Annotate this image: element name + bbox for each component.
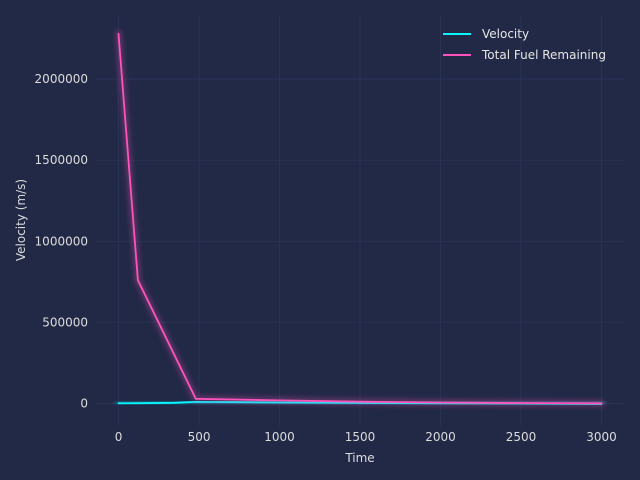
y-tick-label: 0 [80, 396, 88, 410]
y-axis-label: Velocity (m/s) [14, 179, 28, 261]
legend-item: Velocity [443, 27, 529, 41]
x-tick-label: 3000 [586, 430, 617, 444]
series-line-total-fuel-remaining [117, 32, 603, 405]
legend-item: Total Fuel Remaining [443, 48, 606, 62]
y-tick-label: 2000000 [35, 72, 88, 86]
y-tick-label: 1000000 [35, 234, 88, 248]
legend: Velocity Total Fuel Remaining [443, 27, 606, 62]
legend-label: Total Fuel Remaining [481, 48, 606, 62]
x-tick-label: 0 [115, 430, 123, 444]
x-axis-label: Time [344, 451, 374, 465]
legend-label: Velocity [482, 27, 529, 41]
x-tick-label: 2000 [425, 430, 456, 444]
y-tick-label: 1500000 [35, 153, 88, 167]
x-axis-ticks: 0 500 1000 1500 2000 2500 3000 [115, 430, 617, 444]
y-tick-label: 500000 [42, 315, 88, 329]
x-tick-label: 500 [188, 430, 211, 444]
x-tick-label: 1000 [264, 430, 295, 444]
series-total-fuel-remaining [113, 28, 607, 409]
x-tick-label: 2500 [506, 430, 537, 444]
series-layer [113, 28, 607, 409]
y-axis-ticks: 0 500000 1000000 1500000 2000000 [35, 72, 88, 410]
x-tick-label: 1500 [345, 430, 376, 444]
